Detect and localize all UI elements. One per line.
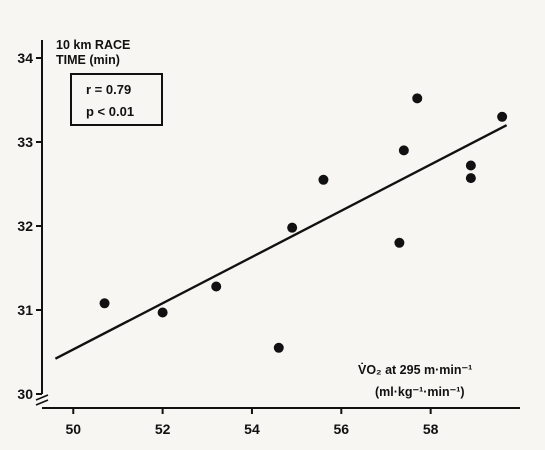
x-tick-label: 52 — [155, 421, 171, 437]
data-point — [412, 93, 423, 104]
axis-break-mark — [35, 399, 49, 406]
data-point — [398, 145, 409, 156]
y-tick-label: 32 — [17, 218, 33, 234]
data-point — [318, 174, 329, 185]
correlation-r: r = 0.79 — [86, 82, 131, 97]
y-axis-label-line2: TIME (min) — [56, 53, 120, 67]
data-point — [157, 307, 168, 318]
y-tick-label: 31 — [17, 302, 33, 318]
y-tick-label: 34 — [17, 50, 33, 66]
x-axis-label-line2: (ml·kg⁻¹·min⁻¹) — [375, 385, 465, 399]
axis-break-mark — [35, 394, 49, 401]
p-value: p < 0.01 — [86, 104, 134, 119]
x-tick-label: 54 — [244, 421, 260, 437]
data-point — [99, 298, 110, 309]
data-point — [394, 237, 405, 248]
x-tick-label: 56 — [334, 421, 350, 437]
y-axis-label-line1: 10 km RACE — [56, 38, 130, 52]
data-point — [497, 111, 508, 122]
data-point — [273, 342, 284, 353]
y-tick-label: 30 — [17, 386, 33, 402]
y-tick-label: 33 — [17, 134, 33, 150]
data-point — [465, 173, 476, 184]
data-point — [465, 160, 476, 171]
regression-line — [54, 124, 508, 360]
data-point — [287, 222, 298, 233]
x-tick-label: 58 — [423, 421, 439, 437]
x-tick-label: 50 — [65, 421, 81, 437]
axes: 30 31 32 33 34 50 52 54 56 58 — [17, 40, 520, 437]
x-axis-label-line1: V̇O₂ at 295 m·min⁻¹ — [358, 362, 472, 377]
data-point — [211, 281, 222, 292]
stats-box — [70, 73, 163, 126]
data-points — [54, 93, 508, 360]
